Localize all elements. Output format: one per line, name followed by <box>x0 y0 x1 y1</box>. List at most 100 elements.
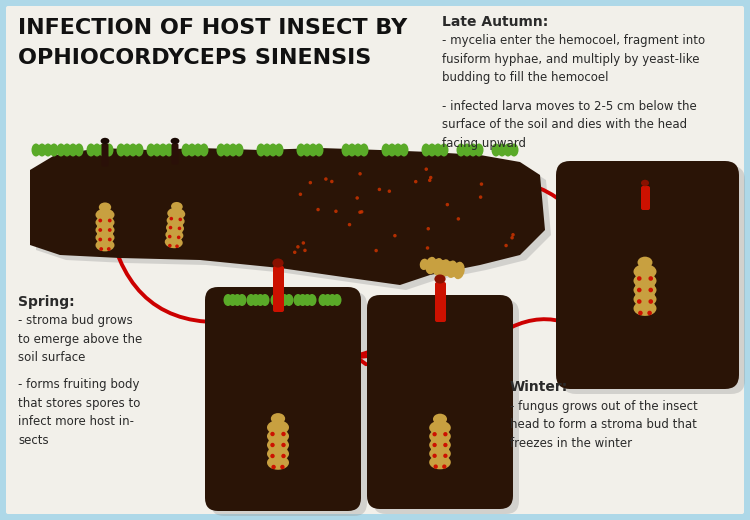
Ellipse shape <box>168 244 172 248</box>
Text: Spring:: Spring: <box>18 295 74 309</box>
Text: Winter:: Winter: <box>510 380 568 394</box>
Ellipse shape <box>382 144 391 157</box>
Ellipse shape <box>433 144 442 157</box>
Ellipse shape <box>510 236 514 240</box>
Text: - stroma bud grows
to emerge above the
soil surface: - stroma bud grows to emerge above the s… <box>18 314 142 364</box>
Ellipse shape <box>323 294 332 306</box>
Ellipse shape <box>281 432 286 436</box>
Ellipse shape <box>281 454 286 458</box>
Ellipse shape <box>443 453 448 458</box>
Ellipse shape <box>394 144 403 157</box>
Ellipse shape <box>353 144 362 157</box>
Ellipse shape <box>171 202 183 211</box>
Ellipse shape <box>388 144 397 157</box>
Ellipse shape <box>108 218 112 223</box>
Ellipse shape <box>188 144 196 157</box>
Ellipse shape <box>332 294 341 306</box>
Ellipse shape <box>358 211 362 214</box>
Ellipse shape <box>635 265 655 315</box>
Ellipse shape <box>280 294 289 306</box>
Ellipse shape <box>122 144 131 157</box>
Polygon shape <box>30 148 545 285</box>
Ellipse shape <box>478 196 482 199</box>
Ellipse shape <box>440 144 448 157</box>
Ellipse shape <box>649 288 653 292</box>
Ellipse shape <box>446 261 458 278</box>
Ellipse shape <box>429 430 451 444</box>
FancyBboxPatch shape <box>211 292 367 516</box>
Ellipse shape <box>270 443 274 447</box>
FancyBboxPatch shape <box>273 266 284 312</box>
Ellipse shape <box>429 447 451 461</box>
Polygon shape <box>36 153 551 290</box>
Ellipse shape <box>446 203 449 206</box>
Ellipse shape <box>169 226 172 229</box>
Ellipse shape <box>427 144 436 157</box>
Ellipse shape <box>430 421 449 469</box>
Ellipse shape <box>634 274 656 288</box>
Ellipse shape <box>256 294 265 306</box>
Ellipse shape <box>316 208 320 211</box>
Ellipse shape <box>302 144 311 157</box>
Ellipse shape <box>314 144 323 157</box>
FancyBboxPatch shape <box>556 161 739 389</box>
FancyBboxPatch shape <box>101 144 109 166</box>
Ellipse shape <box>95 209 115 221</box>
Ellipse shape <box>308 144 317 157</box>
Ellipse shape <box>374 249 378 252</box>
FancyBboxPatch shape <box>435 282 446 322</box>
Ellipse shape <box>429 176 433 179</box>
Ellipse shape <box>99 247 103 251</box>
Ellipse shape <box>100 138 109 144</box>
Ellipse shape <box>38 144 46 157</box>
Ellipse shape <box>393 234 397 238</box>
Ellipse shape <box>434 275 445 283</box>
Ellipse shape <box>108 238 112 241</box>
Ellipse shape <box>267 456 289 470</box>
Ellipse shape <box>32 144 40 157</box>
Ellipse shape <box>504 244 508 248</box>
Ellipse shape <box>426 260 464 276</box>
Ellipse shape <box>433 414 447 424</box>
Ellipse shape <box>98 238 102 241</box>
Ellipse shape <box>262 144 272 157</box>
Ellipse shape <box>360 210 364 214</box>
Text: INFECTION OF HOST INSECT BY: INFECTION OF HOST INSECT BY <box>18 18 407 38</box>
Ellipse shape <box>432 258 444 276</box>
Ellipse shape <box>56 144 65 157</box>
Ellipse shape <box>267 420 289 435</box>
Ellipse shape <box>98 144 107 157</box>
Ellipse shape <box>347 144 356 157</box>
Ellipse shape <box>428 178 431 182</box>
Ellipse shape <box>429 438 451 452</box>
Ellipse shape <box>341 144 350 157</box>
Ellipse shape <box>272 465 276 469</box>
Ellipse shape <box>68 144 77 157</box>
Ellipse shape <box>453 262 465 279</box>
Ellipse shape <box>433 432 436 436</box>
Ellipse shape <box>422 144 430 157</box>
Ellipse shape <box>98 228 102 232</box>
Ellipse shape <box>194 144 202 157</box>
Ellipse shape <box>116 144 125 157</box>
Ellipse shape <box>641 180 649 186</box>
Ellipse shape <box>271 294 280 306</box>
Ellipse shape <box>296 245 300 249</box>
Ellipse shape <box>170 217 173 220</box>
Ellipse shape <box>308 181 312 185</box>
Ellipse shape <box>319 294 328 306</box>
Ellipse shape <box>442 464 446 469</box>
Text: - forms fruiting body
that stores spores to
infect more host in-
sects: - forms fruiting body that stores spores… <box>18 378 140 447</box>
Ellipse shape <box>164 144 173 157</box>
Ellipse shape <box>378 188 381 191</box>
Ellipse shape <box>443 443 448 447</box>
FancyBboxPatch shape <box>6 6 744 514</box>
Ellipse shape <box>497 144 506 157</box>
Ellipse shape <box>247 294 256 306</box>
Ellipse shape <box>267 447 289 461</box>
Ellipse shape <box>275 294 284 306</box>
Ellipse shape <box>268 144 278 157</box>
Ellipse shape <box>503 144 512 157</box>
Ellipse shape <box>270 454 274 458</box>
Ellipse shape <box>414 180 418 184</box>
